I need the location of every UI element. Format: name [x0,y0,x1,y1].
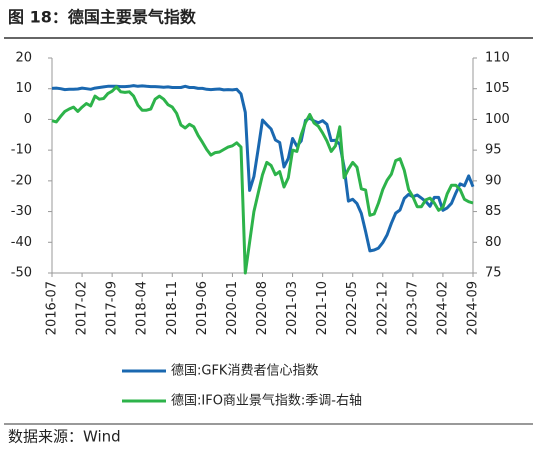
x-tick-label: 2020-08 [255,281,270,335]
x-tick-label: 2018-04 [135,281,150,335]
y-tick-label: -20 [11,173,32,188]
y2-tick-label: 105 [485,81,510,96]
x-tick-label: 2017-02 [75,281,90,335]
y2-tick-label: 90 [485,173,502,188]
x-tick-label: 2023-07 [405,281,420,335]
x-tick-label: 2019-06 [195,281,210,335]
series-line [51,85,474,275]
x-tick-label: 2022-05 [345,281,360,335]
x-tick-label: 2018-11 [165,281,180,335]
legend-label: 德国:IFO商业景气指数:季调-右轴 [171,393,362,409]
y-tick-label: -50 [11,266,32,281]
y-tick-label: 10 [15,81,32,96]
x-tick-label: 2016-07 [45,281,60,335]
y2-tick-label: 75 [485,266,502,281]
y-tick-label: 20 [15,51,32,66]
x-tick-label: 2024-02 [435,281,450,335]
y-tick-label: 0 [24,112,32,127]
legend-label: 德国:GFK消费者信心指数 [171,364,318,379]
y2-tick-label: 110 [485,51,510,66]
y2-tick-label: 100 [485,112,510,127]
chart-title: 图 18：德国主要景气指数 [8,8,197,27]
y-tick-label: -40 [11,235,32,250]
source: 数据来源：Wind [8,428,121,446]
x-tick-label: 2021-10 [315,281,330,335]
x-tick-label: 2017-09 [105,281,120,335]
x-tick-label: 2020-01 [225,281,240,335]
y-tick-label: -10 [11,143,32,158]
x-tick-label: 2024-09 [466,281,481,335]
x-tick-label: 2021-03 [285,281,300,335]
y2-tick-label: 95 [485,143,502,158]
y2-tick-label: 80 [485,235,502,250]
x-tick-label: 2022-12 [375,281,390,335]
y2-tick-label: 85 [485,204,502,219]
y-tick-label: -30 [11,204,32,219]
series-line [51,84,475,253]
